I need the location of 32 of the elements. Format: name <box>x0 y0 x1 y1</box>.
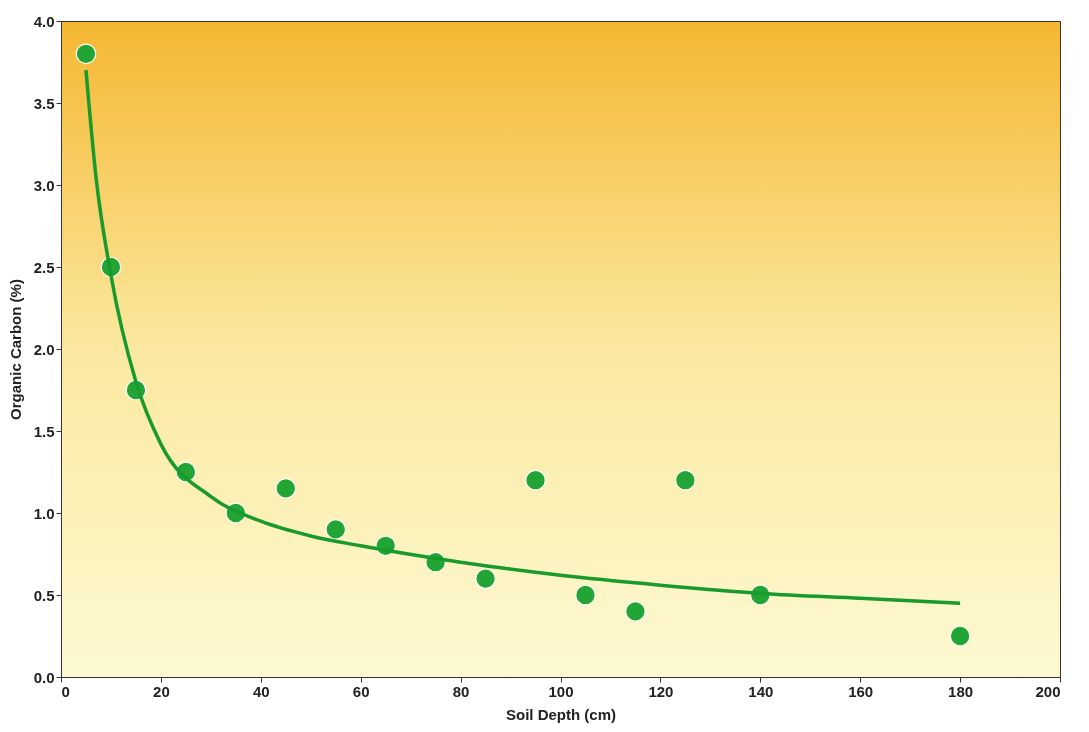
x-tick-label: 60 <box>352 682 370 700</box>
y-tick-label: 2.5 <box>33 258 55 276</box>
x-tick-label: 80 <box>452 682 470 700</box>
x-tick-label: 200 <box>1035 682 1061 700</box>
x-tick-label: 100 <box>548 682 574 700</box>
x-tick-label: 160 <box>848 682 874 700</box>
point <box>949 625 971 647</box>
x-tick-label: 20 <box>153 682 170 700</box>
point <box>75 43 97 65</box>
x-tick-label: 180 <box>948 682 974 700</box>
x-tick-label: 140 <box>748 682 774 700</box>
y-tick-label: 0.0 <box>33 668 55 686</box>
point <box>525 469 546 491</box>
y-axis-title: Organic Carbon (%) <box>6 279 24 420</box>
point <box>675 469 696 491</box>
point <box>275 478 297 499</box>
y-tick-label: 3.5 <box>33 94 55 112</box>
point <box>325 519 347 540</box>
x-axis-title: Soil Depth (cm) <box>505 705 617 723</box>
y-tick-label: 0.5 <box>33 586 55 604</box>
y-tick-label: 1.5 <box>33 422 55 440</box>
line-series <box>84 68 962 605</box>
x-tick-label: 40 <box>252 682 270 700</box>
y-tick-label: 1.0 <box>33 504 55 522</box>
x-tick-label: 0 <box>61 682 70 700</box>
point <box>475 568 496 589</box>
x-tick-label: 120 <box>648 682 674 700</box>
y-tick-label: 4.0 <box>33 12 55 30</box>
point <box>625 601 646 622</box>
point <box>575 584 596 606</box>
y-tick-label: 3.0 <box>33 176 55 194</box>
y-tick-label: 2.0 <box>33 340 55 358</box>
